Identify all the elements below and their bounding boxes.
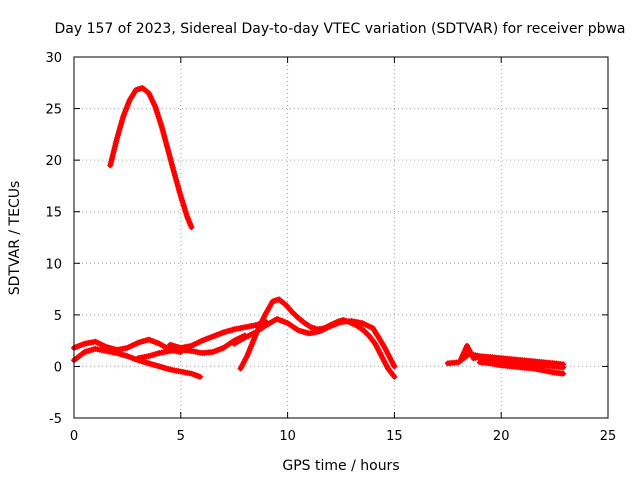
y-tick-label: -5 <box>49 412 62 427</box>
data-point <box>391 363 398 370</box>
x-tick-label: 5 <box>177 429 185 444</box>
series-arc-10 <box>476 359 567 377</box>
series-arc-9 <box>444 351 567 368</box>
x-tick-label: 10 <box>279 429 296 444</box>
data-point <box>391 373 398 380</box>
y-axis-label: SDTVAR / TECUs <box>7 181 23 296</box>
x-tick-label: 0 <box>70 429 78 444</box>
y-tick-label: 5 <box>54 309 62 324</box>
data-point <box>560 361 567 368</box>
x-tick-label: 25 <box>600 429 617 444</box>
y-tick-label: 0 <box>54 360 62 375</box>
y-tick-label: 20 <box>45 154 62 169</box>
data-marks <box>71 84 567 380</box>
y-tick-label: 25 <box>45 103 62 118</box>
axis-ticks: 0 5 10 15 20 25 -5 0 5 10 15 20 25 30 <box>45 51 616 444</box>
data-point <box>188 224 195 231</box>
x-tick-label: 15 <box>386 429 403 444</box>
data-point <box>197 373 204 380</box>
x-axis-label: GPS time / hours <box>282 458 399 474</box>
x-tick-label: 20 <box>493 429 510 444</box>
y-tick-label: 30 <box>45 51 62 66</box>
chart-title: Day 157 of 2023, Sidereal Day-to-day VTE… <box>54 21 625 37</box>
series-arc-1 <box>107 84 195 231</box>
y-tick-label: 10 <box>45 257 62 272</box>
data-point <box>560 370 567 377</box>
series-arc-7 <box>231 315 398 370</box>
plot-frame <box>73 56 609 419</box>
y-tick-label: 15 <box>45 206 62 221</box>
